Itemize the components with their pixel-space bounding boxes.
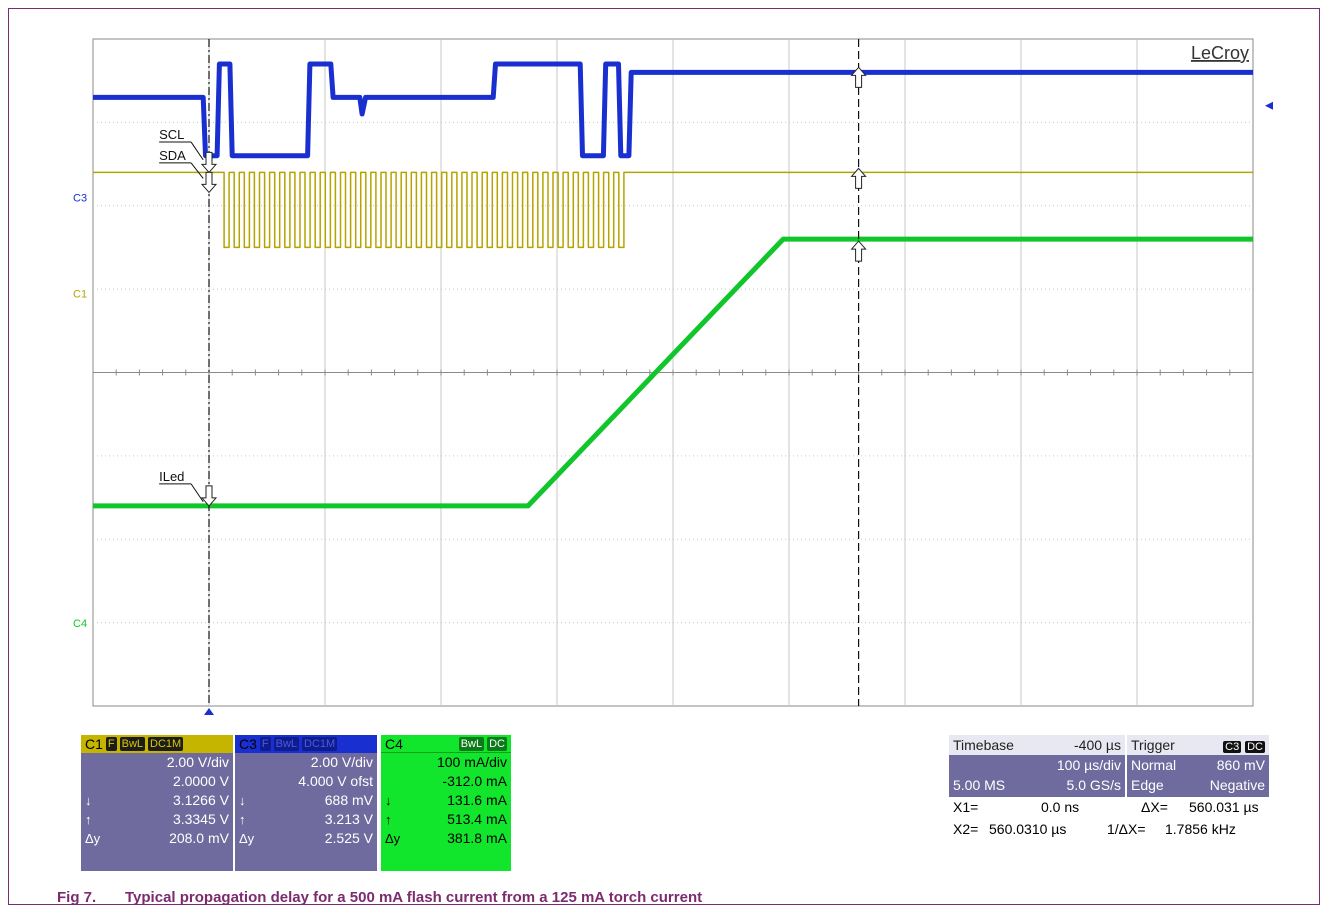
marker-c4: C4 xyxy=(73,618,87,630)
channel-c3-tag-bwl: BwL xyxy=(273,737,300,751)
timebase-delay: -400 µs xyxy=(1074,737,1121,753)
channel-c1-up-arrow-icon: ↑ xyxy=(85,812,92,827)
channel-c3-down: 688 mV xyxy=(324,792,373,808)
channel-c4-up: 513.4 mA xyxy=(447,811,507,827)
trigger-level: 860 mV xyxy=(1216,757,1265,773)
marker-c1: C1 xyxy=(73,288,87,300)
trigger-type: Edge xyxy=(1131,777,1164,793)
cursor-x1-value: 0.0 ns xyxy=(1041,799,1080,815)
channel-c4-tag-bwl: BwL xyxy=(458,736,485,751)
channel-c3-dy-label: Δy xyxy=(239,831,255,846)
trace-c4 xyxy=(93,236,1253,509)
channel-c3-panel[interactable]: C3 F BwL DC1M 2.00 V/div 4.000 V ofst ↓ 6… xyxy=(235,735,377,871)
cursor-dx-value: 560.031 µs xyxy=(1189,799,1259,815)
cursor-inv-label: 1/ΔX= xyxy=(1107,821,1146,837)
caption-text: Typical propagation delay for a 500 mA f… xyxy=(125,889,703,906)
oscilloscope-screen: SCL SDA ILed C3 C1 C4 LeCroy xyxy=(73,38,1273,715)
channel-c1-dy-label: Δy xyxy=(85,831,101,846)
cursor-c4-arrow-icon xyxy=(850,240,867,262)
trigger-position-icon xyxy=(204,708,214,715)
channel-c1-down-arrow-icon: ↓ xyxy=(85,793,92,808)
timebase-label: Timebase xyxy=(953,737,1014,753)
channel-c1-up: 3.3345 V xyxy=(172,811,229,827)
cursor-x2-label: X2= xyxy=(953,821,979,837)
channel-c1-offset: 2.0000 V xyxy=(172,773,229,789)
channel-c4-dy: 381.8 mA xyxy=(447,830,507,846)
overlays: SCL SDA ILed C3 C1 C4 LeCroy xyxy=(73,39,1273,715)
channel-c3-dy: 2.525 V xyxy=(324,830,373,846)
trigger-source-tag: C3 xyxy=(1223,741,1242,753)
figure-frame: SCL SDA ILed C3 C1 C4 LeCroy C1 F BwL DC1M 2.0… xyxy=(8,8,1320,906)
cursor-x2-value: 560.0310 µs xyxy=(989,821,1067,837)
cursor-x1-label: X1= xyxy=(953,799,979,815)
channel-c3-up: 3.213 V xyxy=(324,811,373,827)
channel-c3-tag-f: F xyxy=(259,737,271,751)
trigger-panel[interactable]: Trigger C3 DC Normal 860 mV Edge Negativ… xyxy=(1127,735,1269,797)
label-iled: ILed xyxy=(159,469,184,484)
cursor-dx-label: ΔX= xyxy=(1141,799,1168,815)
channel-c3-offset: 4.000 V ofst xyxy=(298,773,373,789)
trigger-slope: Negative xyxy=(1209,777,1265,793)
channel-c1-tag-f: F xyxy=(105,737,117,751)
traces xyxy=(93,61,1253,509)
cursor-c3-arrow-icon xyxy=(850,66,867,88)
channel-c4-offset: -312.0 mA xyxy=(442,773,507,789)
channel-c1-down: 3.1266 V xyxy=(172,792,229,808)
channel-c4-up-arrow-icon: ↑ xyxy=(385,812,392,827)
channel-c1-panel[interactable]: C1 F BwL DC1M 2.00 V/div 2.0000 V ↓ 3.126… xyxy=(81,735,233,871)
trigger-label: Trigger xyxy=(1131,737,1175,753)
trigger-mode: Normal xyxy=(1131,757,1177,773)
channel-c1-vdiv: 2.00 V/div xyxy=(166,754,229,770)
channel-c4-name: C4 xyxy=(385,735,403,752)
label-scl: SCL xyxy=(159,127,184,142)
channel-c3-name: C3 xyxy=(239,736,257,752)
label-sda-leader xyxy=(190,162,204,179)
cursor-scl-arrow-icon xyxy=(200,151,218,174)
cursor-c1-arrow-icon xyxy=(850,167,867,189)
brand-logo: LeCroy xyxy=(1191,43,1249,63)
trace-c1 xyxy=(93,171,1253,249)
trigger-level-icon xyxy=(1265,101,1273,110)
channel-c1-tag-bwl: BwL xyxy=(119,737,146,751)
label-scl-leader xyxy=(190,141,204,161)
channel-c4-dy-label: Δy xyxy=(385,831,401,846)
channel-c1-dy: 208.0 mV xyxy=(169,830,229,846)
label-iled-leader xyxy=(190,483,204,503)
channel-c4-panel[interactable]: C4 BwL DC 100 mA/div -312.0 mA ↓ 131.6 mA… xyxy=(381,735,511,871)
timebase-rate: 5.0 GS/s xyxy=(1066,777,1121,793)
trigger-coupling-tag: DC xyxy=(1245,741,1265,753)
cursor-inv-value: 1.7856 kHz xyxy=(1165,821,1236,837)
channel-c4-down: 131.6 mA xyxy=(447,792,507,808)
channel-c4-tag-coupling: DC xyxy=(487,736,507,751)
channel-c3-up-arrow-icon: ↑ xyxy=(239,812,246,827)
caption-number: Fig 7. xyxy=(57,889,97,906)
graticule xyxy=(92,38,1254,707)
timebase-panel[interactable]: Timebase -400 µs 100 µs/div 5.00 MS 5.0 … xyxy=(949,735,1125,797)
channel-c4-vdiv: 100 mA/div xyxy=(436,754,507,770)
channel-c3-tag-coupling: DC1M xyxy=(302,737,338,751)
channel-c4-down-arrow-icon: ↓ xyxy=(385,793,392,808)
timebase-samples: 5.00 MS xyxy=(953,777,1006,793)
cursor-sda-arrow-icon xyxy=(200,171,218,194)
label-sda: SDA xyxy=(159,148,186,163)
channel-c1-name: C1 xyxy=(85,736,103,752)
channel-c1-tag-coupling: DC1M xyxy=(148,737,184,751)
trace-c3 xyxy=(93,61,1253,159)
marker-c3: C3 xyxy=(73,193,87,205)
cursor-iled-arrow-icon xyxy=(200,485,218,507)
channel-c3-down-arrow-icon: ↓ xyxy=(239,793,246,808)
channel-c3-vdiv: 2.00 V/div xyxy=(310,754,373,770)
timebase-tdiv: 100 µs/div xyxy=(1056,757,1121,773)
figure-caption: Fig 7. Typical propagation delay for a 50… xyxy=(57,889,702,906)
